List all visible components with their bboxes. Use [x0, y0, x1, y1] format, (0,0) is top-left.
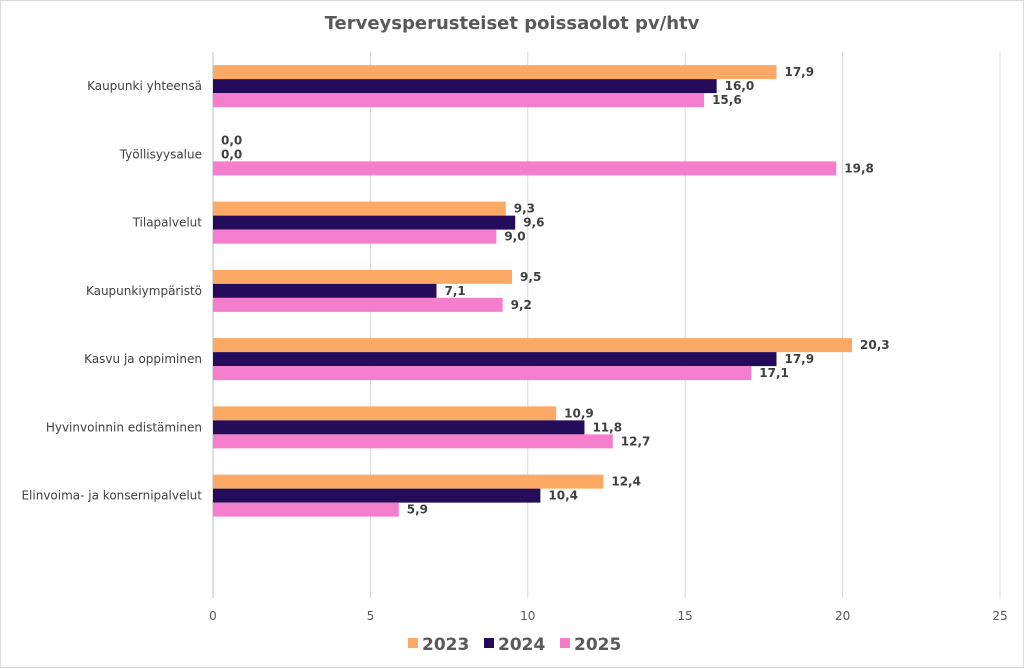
bar-2024 — [213, 215, 516, 230]
bar-2023 — [213, 474, 604, 489]
bar-2025 — [213, 297, 503, 312]
data-label: 9,2 — [511, 298, 532, 312]
bar-2025 — [213, 434, 613, 449]
category-label: Kaupunkiympäristö — [86, 284, 202, 298]
data-label: 17,9 — [784, 352, 814, 366]
legend-label: 2023 — [422, 635, 469, 655]
bar-2025 — [213, 366, 752, 381]
data-label: 15,6 — [712, 93, 742, 107]
data-label: 0,0 — [221, 147, 242, 161]
data-label: 9,3 — [514, 202, 535, 216]
x-tick-label: 0 — [209, 609, 217, 623]
x-tick-label: 5 — [367, 609, 375, 623]
x-tick-label: 20 — [835, 609, 850, 623]
legend-swatch-2023 — [408, 638, 418, 648]
bar-2023 — [213, 338, 853, 353]
category-label: Kaupunki yhteensä — [87, 79, 202, 93]
bar-2023 — [213, 65, 777, 80]
data-label: 19,8 — [844, 161, 874, 175]
category-label: Tilapalvelut — [132, 216, 203, 230]
bar-2023 — [213, 269, 513, 284]
data-label: 12,4 — [611, 475, 641, 489]
bar-2024 — [213, 352, 777, 367]
data-label: 17,1 — [759, 366, 789, 380]
data-label: 9,5 — [520, 270, 541, 284]
bar-2024 — [213, 488, 541, 503]
bar-2023 — [213, 406, 557, 421]
x-tick-label: 10 — [520, 609, 535, 623]
bar-2025 — [213, 229, 497, 244]
bar-2025 — [213, 502, 399, 517]
category-label: Elinvoima- ja konsernipalvelut — [21, 489, 202, 503]
x-tick-label: 25 — [992, 609, 1007, 623]
category-label: Työllisyysalue — [119, 147, 202, 161]
data-label: 16,0 — [725, 79, 755, 93]
data-label: 9,0 — [504, 230, 525, 244]
bar-2024 — [213, 420, 585, 435]
chart-title: Terveysperusteiset poissaolot pv/htv — [325, 13, 700, 34]
bar-2025 — [213, 161, 837, 176]
data-label: 17,9 — [784, 65, 814, 79]
legend-swatch-2025 — [560, 638, 570, 648]
bar-2024 — [213, 79, 717, 94]
bar-2025 — [213, 93, 705, 108]
legend-label: 2025 — [574, 635, 621, 655]
x-tick-label: 15 — [678, 609, 693, 623]
data-label: 10,4 — [548, 489, 578, 503]
data-label: 0,0 — [221, 133, 242, 147]
legend-swatch-2024 — [484, 638, 494, 648]
data-label: 5,9 — [407, 503, 428, 517]
legend-label: 2024 — [498, 635, 545, 655]
bar-2024 — [213, 283, 437, 298]
bar-2023 — [213, 201, 506, 216]
data-label: 11,8 — [592, 420, 622, 434]
data-label: 9,6 — [523, 216, 544, 230]
category-label: Hyvinvoinnin edistäminen — [46, 420, 202, 434]
data-label: 10,9 — [564, 406, 594, 420]
category-label: Kasvu ja oppiminen — [84, 352, 202, 366]
data-label: 12,7 — [621, 434, 651, 448]
data-label: 7,1 — [445, 284, 466, 298]
data-label: 20,3 — [860, 338, 890, 352]
